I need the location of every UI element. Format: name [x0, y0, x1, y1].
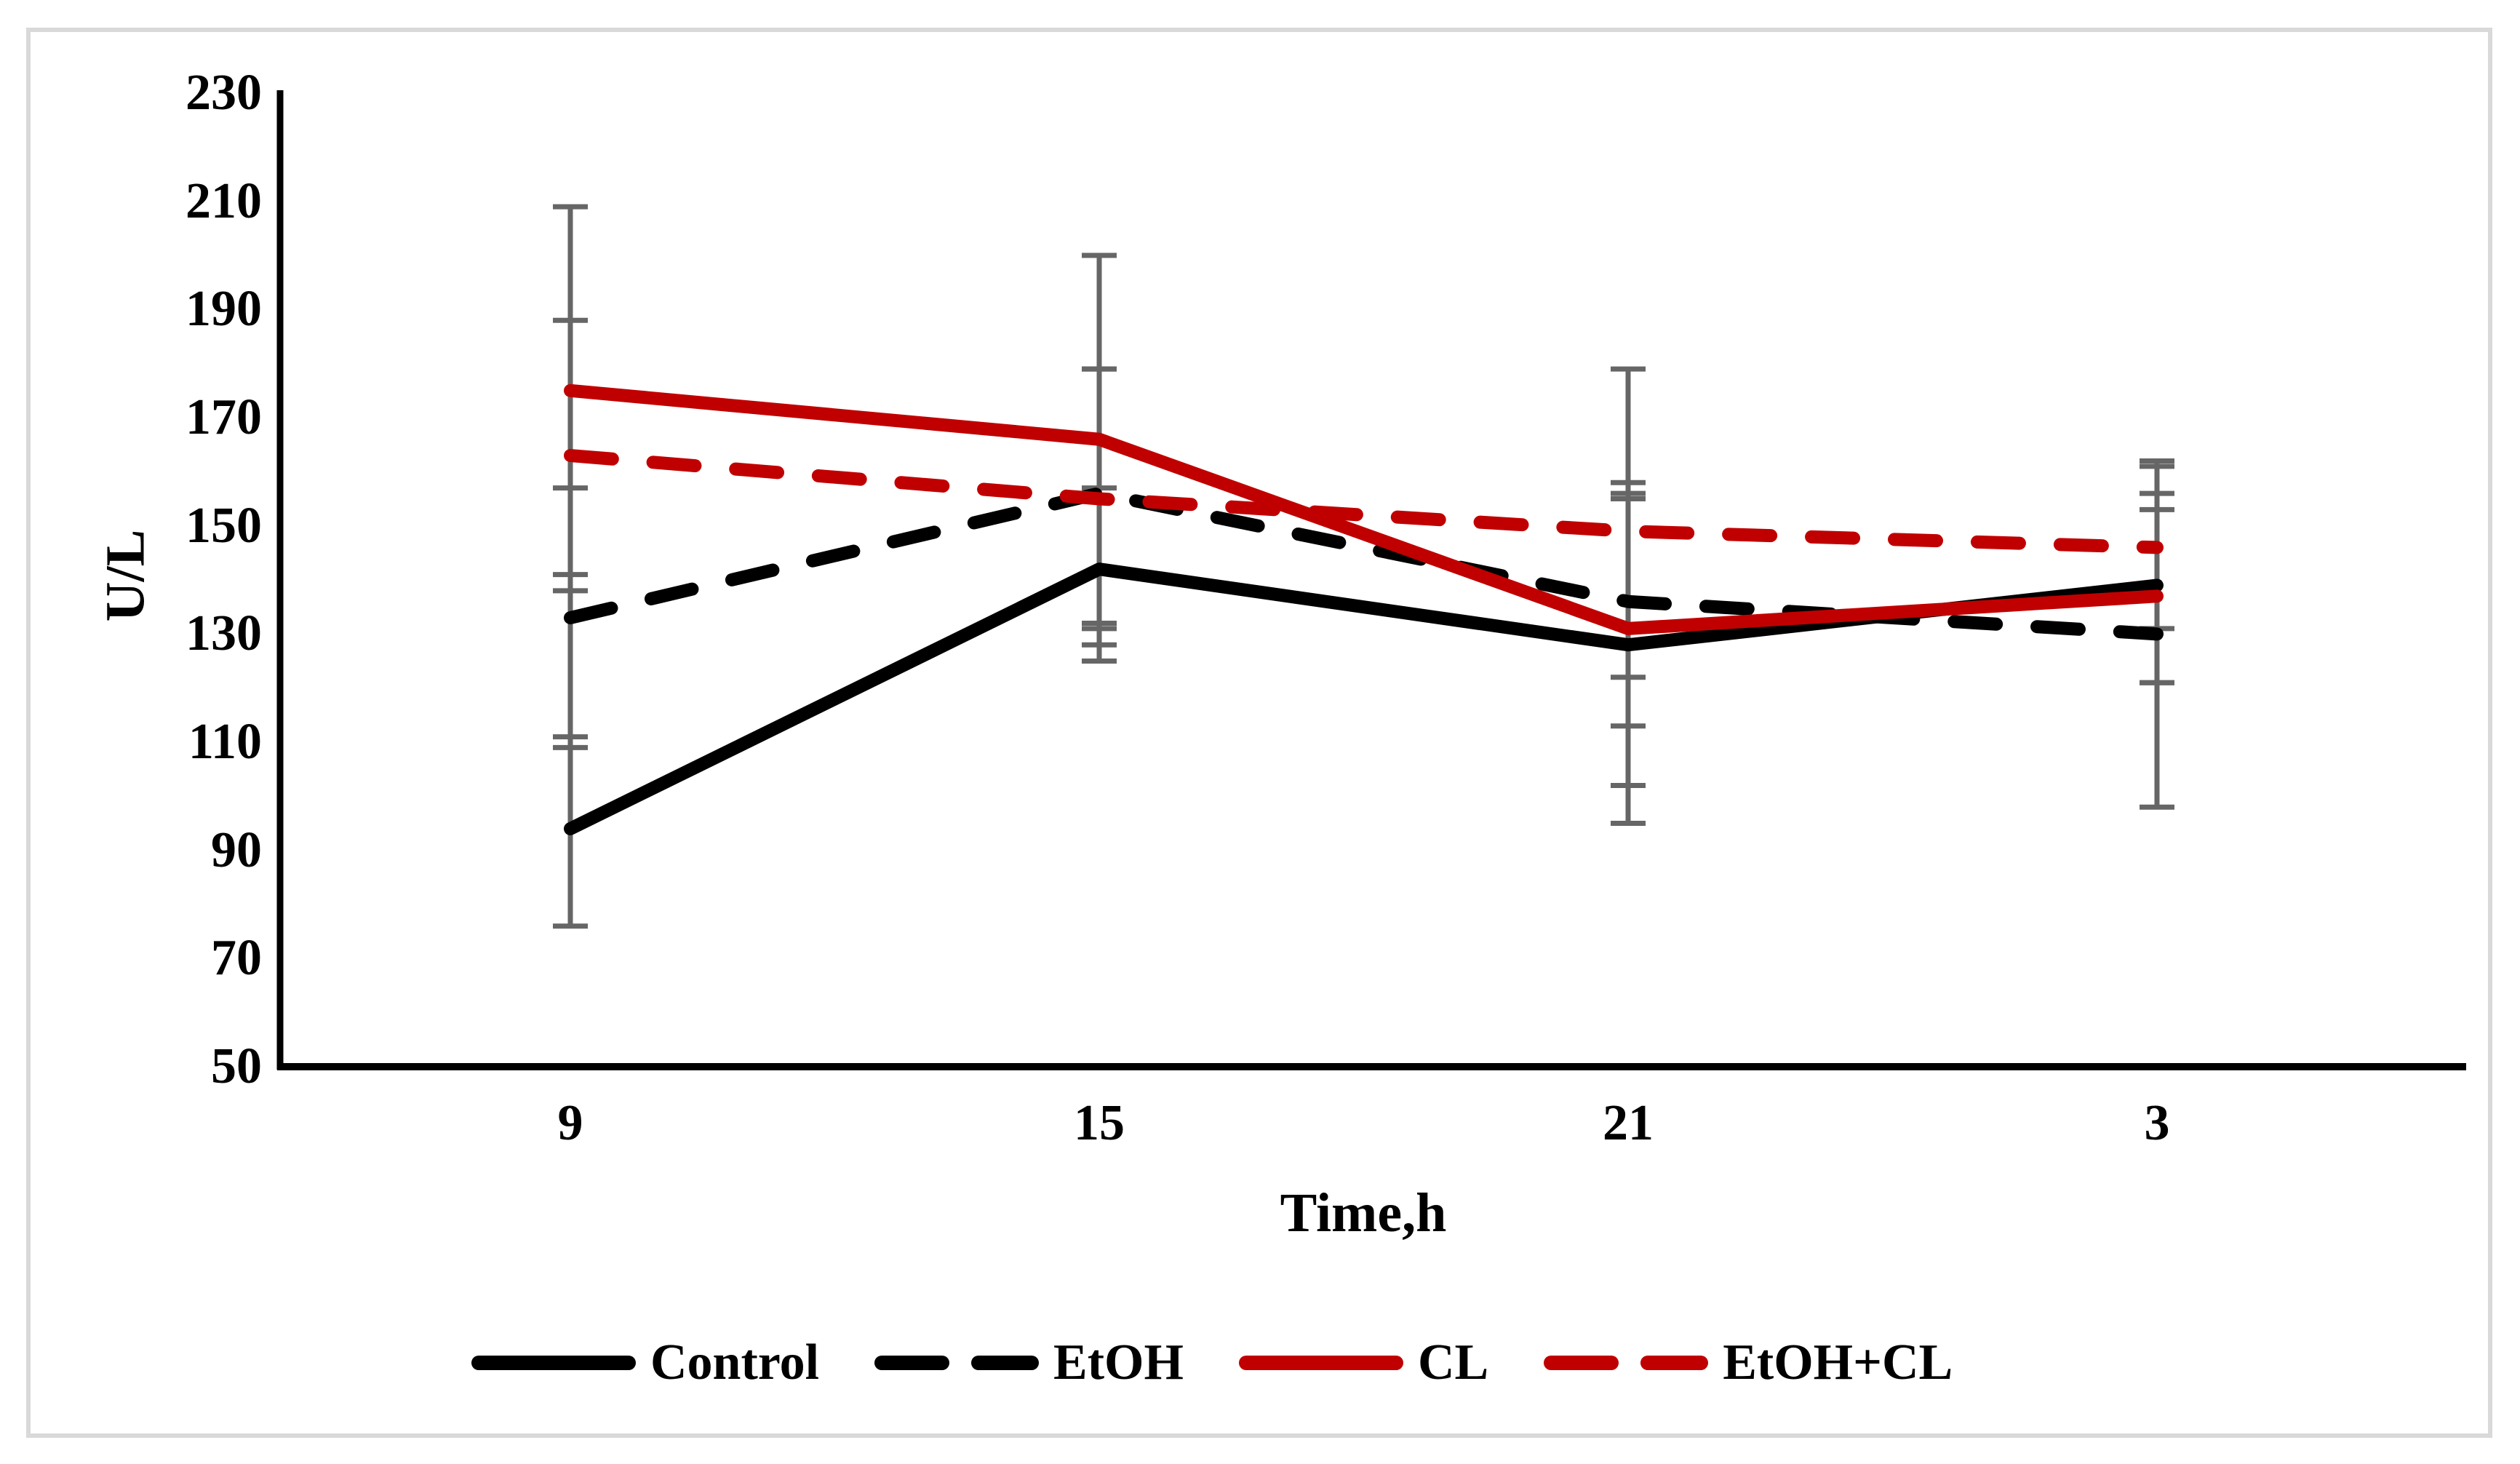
legend-line-sample-EtOH+CL — [1544, 1356, 1709, 1370]
y-tick-label: 210 — [186, 172, 262, 229]
y-tick-label: 150 — [186, 497, 262, 554]
legend-line-sample-CL — [1238, 1356, 1403, 1370]
y-tick-label: 130 — [186, 605, 262, 662]
x-tick-label: 3 — [2144, 1095, 2170, 1151]
y-axis-title-text: U/L — [95, 529, 156, 622]
x-axis-title: Time,h — [1280, 1182, 1447, 1244]
legend-item-EtOH+CL: EtOH+CL — [1544, 1330, 1953, 1396]
y-tick-label: 110 — [188, 714, 262, 770]
y-tick-label: 90 — [211, 821, 262, 878]
x-tick-label: 9 — [557, 1095, 583, 1151]
x-tick-label: 21 — [1603, 1095, 1654, 1151]
legend-line-sample-EtOH — [874, 1356, 1040, 1370]
legend-item-CL: CL — [1238, 1330, 1489, 1396]
legend-label: EtOH — [1053, 1334, 1184, 1391]
legend-item-Control: Control — [471, 1330, 819, 1396]
y-tick-label: 170 — [186, 389, 262, 445]
y-tick-label: 230 — [186, 65, 262, 121]
legend-label: CL — [1417, 1334, 1489, 1391]
series-line-EtOH+CL — [564, 449, 2164, 554]
legend-item-EtOH: EtOH — [874, 1330, 1184, 1396]
figure-border — [26, 28, 2492, 1438]
y-tick-label: 190 — [186, 281, 262, 338]
y-tick-label: 70 — [211, 930, 262, 987]
x-tick-label: 15 — [1074, 1095, 1125, 1151]
series-line-CL — [564, 383, 2164, 635]
legend-line-sample-Control — [471, 1356, 636, 1370]
legend: Control EtOH CL EtOH+CL — [471, 1330, 1953, 1396]
legend-label: EtOH+CL — [1723, 1334, 1953, 1391]
y-tick-label: 50 — [211, 1038, 262, 1094]
legend-label: Control — [650, 1334, 820, 1391]
